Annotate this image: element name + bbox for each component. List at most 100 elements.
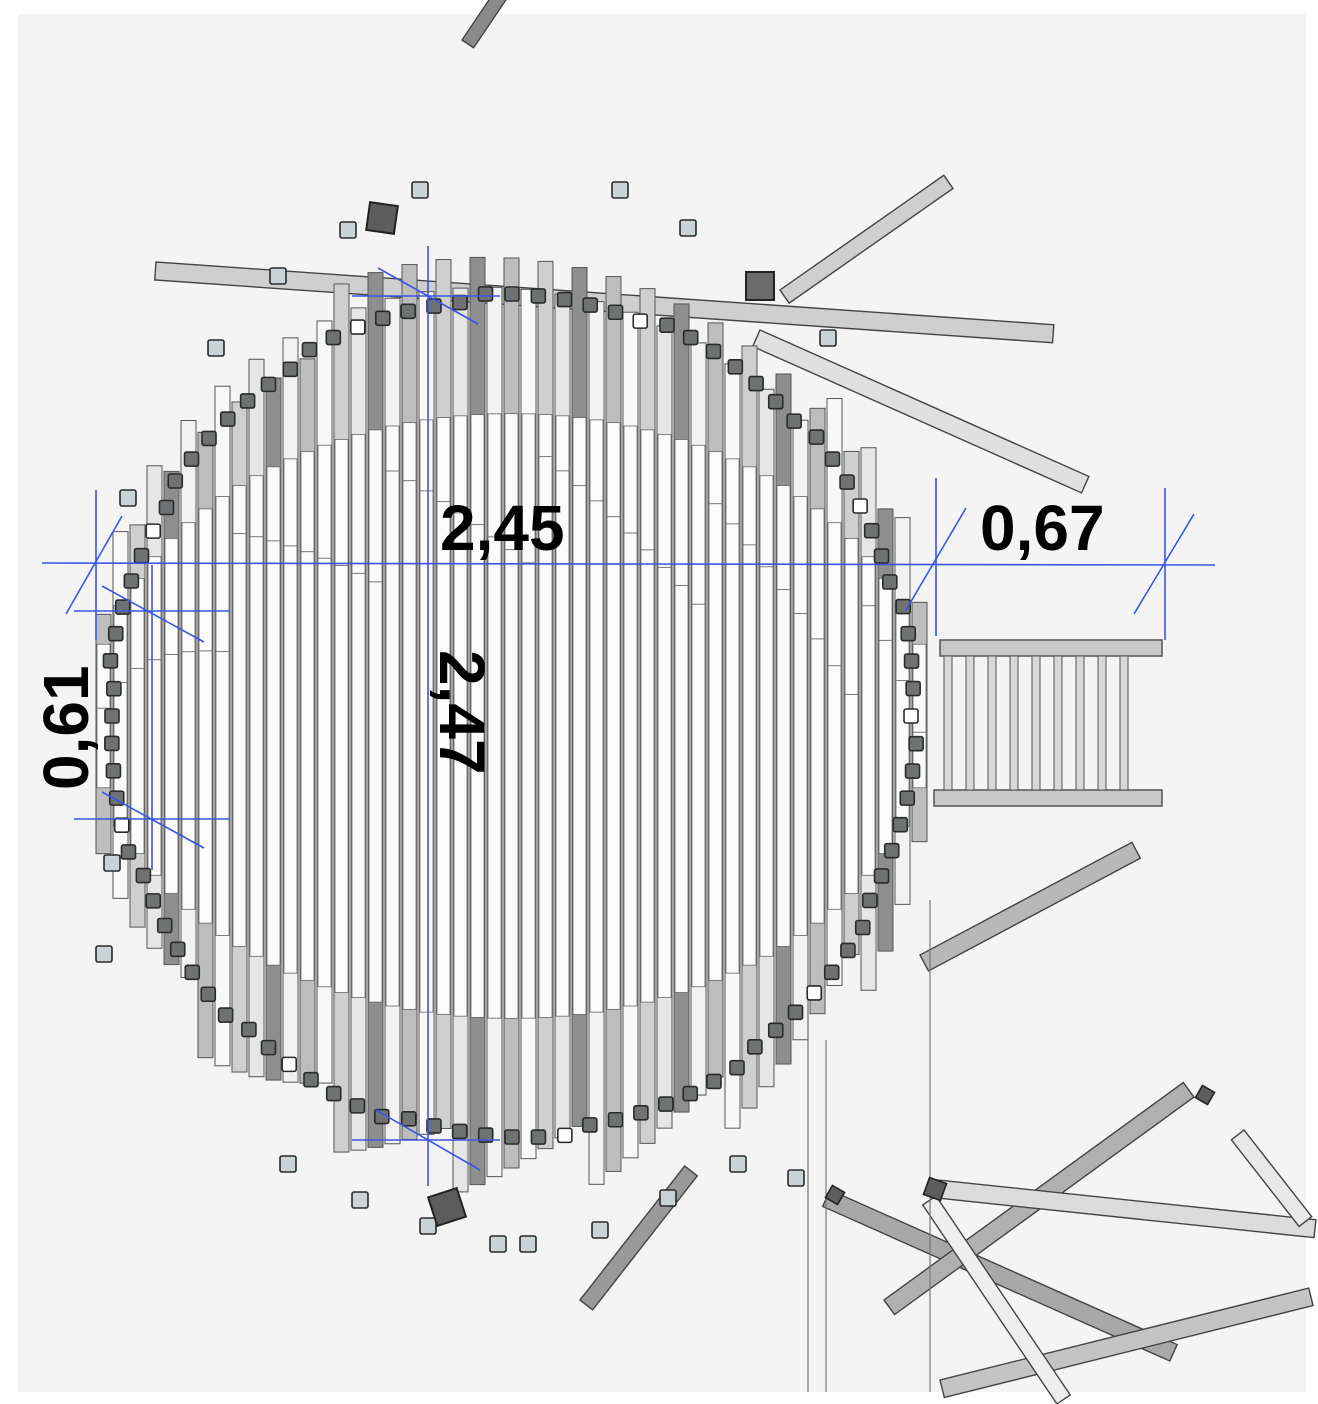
perimeter-post xyxy=(659,317,675,333)
perimeter-post xyxy=(747,1039,763,1055)
tick-mark xyxy=(101,585,205,643)
perimeter-post xyxy=(400,1110,417,1127)
perimeter-post xyxy=(426,298,442,314)
perimeter-post xyxy=(349,319,366,335)
perimeter-post xyxy=(633,1104,649,1121)
deck-board xyxy=(419,419,434,1013)
staircase xyxy=(933,639,1163,807)
perimeter-post xyxy=(905,680,921,697)
outer-post xyxy=(411,181,429,199)
perimeter-post xyxy=(102,652,119,669)
deck-board xyxy=(589,419,604,1013)
perimeter-post xyxy=(899,790,916,806)
stair-bottom-rail xyxy=(933,789,1163,807)
perimeter-post xyxy=(854,919,871,936)
perimeter-post xyxy=(145,523,162,539)
right-offset-label: 0,67 xyxy=(980,492,1105,564)
perimeter-post xyxy=(104,708,120,724)
outer-post xyxy=(419,1217,437,1235)
outer-post xyxy=(824,1184,846,1206)
perimeter-post xyxy=(374,310,391,327)
deck-board xyxy=(470,414,485,1018)
perimeter-post xyxy=(106,680,122,697)
deck-slats xyxy=(95,256,928,1193)
outer-post xyxy=(103,854,121,872)
stair-tread xyxy=(1075,655,1085,791)
perimeter-post xyxy=(241,1021,257,1038)
perimeter-post xyxy=(133,547,150,564)
perimeter-post xyxy=(183,451,200,467)
perimeter-post xyxy=(400,303,417,320)
stray-beam xyxy=(921,1195,1072,1404)
stair-tread xyxy=(987,655,997,791)
deck-board xyxy=(283,458,298,974)
outer-post xyxy=(339,221,357,239)
perimeter-post xyxy=(824,451,841,467)
perimeter-post xyxy=(260,1039,277,1056)
perimeter-post xyxy=(556,291,573,308)
perimeter-post xyxy=(239,393,256,409)
perimeter-post xyxy=(823,964,840,981)
deck-board xyxy=(453,415,468,1017)
stray-beam xyxy=(779,174,954,305)
perimeter-post xyxy=(169,941,186,958)
deck-board xyxy=(300,451,315,981)
perimeter-post xyxy=(767,1022,784,1039)
large-post xyxy=(745,271,775,301)
deck-board xyxy=(606,422,621,1010)
outer-post xyxy=(787,1169,805,1187)
perimeter-post xyxy=(156,917,173,934)
deck-board xyxy=(368,429,383,1003)
stray-beam xyxy=(461,0,509,49)
large-post xyxy=(426,1186,468,1228)
deck-board xyxy=(215,496,230,936)
perimeter-post xyxy=(281,1056,298,1073)
dimension-lines xyxy=(41,246,1216,1186)
outer-post xyxy=(279,1155,297,1173)
deck-board xyxy=(878,577,893,855)
tick-mark xyxy=(101,791,205,849)
perimeter-post xyxy=(607,1111,624,1128)
perimeter-post xyxy=(727,358,744,375)
perimeter-post xyxy=(184,964,201,981)
deck-board xyxy=(164,538,179,894)
deck-board xyxy=(623,425,638,1007)
perimeter-post xyxy=(282,361,299,378)
deck-board xyxy=(572,417,587,1015)
perimeter-post xyxy=(219,411,236,427)
perimeter-post xyxy=(123,573,140,589)
perimeter-post xyxy=(706,1073,722,1090)
left-offset-label: 0,61 xyxy=(30,665,102,790)
perimeter-post xyxy=(607,304,624,321)
perimeter-post xyxy=(873,868,890,884)
deck-board xyxy=(861,556,876,876)
perimeter-post xyxy=(806,985,823,1001)
deck-board xyxy=(249,475,264,957)
outer-post xyxy=(269,267,287,285)
perimeter-post xyxy=(325,1085,342,1102)
perimeter-post xyxy=(748,375,764,392)
horizontal-dimension-line xyxy=(41,562,1216,566)
perimeter-post xyxy=(167,473,184,489)
stair-tread xyxy=(965,655,975,791)
deck-board xyxy=(334,439,349,993)
deck-board xyxy=(555,415,570,1017)
perimeter-post xyxy=(113,817,130,834)
deck-board xyxy=(657,433,672,999)
deck-board xyxy=(351,433,366,999)
perimeter-post xyxy=(325,329,342,346)
perimeter-post xyxy=(582,1117,598,1133)
deck-board xyxy=(181,522,196,910)
stair-tread xyxy=(1097,655,1107,791)
perimeter-post xyxy=(682,1085,699,1102)
deck-board xyxy=(504,413,519,1019)
perimeter-post xyxy=(451,1123,468,1140)
stair-tread xyxy=(1053,655,1063,791)
perimeter-post xyxy=(135,867,152,884)
stray-beam xyxy=(1230,1129,1313,1228)
perimeter-post xyxy=(863,522,880,539)
stray-beam xyxy=(919,841,1142,972)
deck-board xyxy=(232,485,247,947)
perimeter-post xyxy=(530,1129,547,1145)
